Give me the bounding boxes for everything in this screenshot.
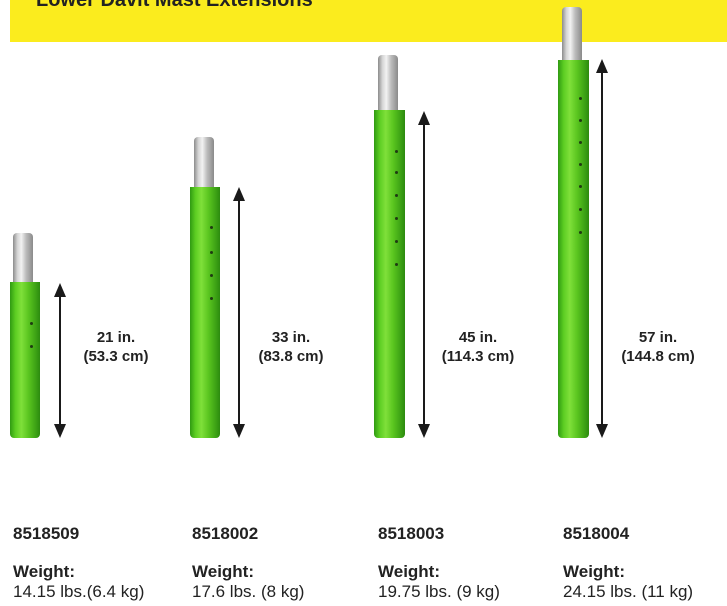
weight-label: Weight: [378,562,441,581]
length-label: 45 in. (114.3 cm) [428,328,528,366]
adjustment-hole [579,163,582,166]
dimension-arrow-down [418,424,430,438]
adjustment-hole [30,345,33,348]
adjustment-hole [395,263,398,266]
product-sku: 8518003 [378,524,445,543]
dimension-arrow-down [233,424,245,438]
length-in: 57 in. [638,329,678,346]
dimension-arrow-up [54,283,66,297]
adjustment-hole [210,251,213,254]
length-in: 21 in. [96,329,136,346]
length-cm: (114.3 cm) [441,348,515,365]
mast-pipe [562,7,582,61]
adjustment-hole [395,171,398,174]
length-cm: (53.3 cm) [83,348,149,365]
mast-tube [190,187,220,438]
adjustment-hole [395,194,398,197]
length-label: 21 in. (53.3 cm) [68,328,164,366]
adjustment-hole [210,274,213,277]
product-sku: 8518002 [192,524,259,543]
weight-label: Weight: [13,562,76,581]
dimension-line [423,123,425,426]
mast-pipe [194,137,214,188]
adjustment-hole [395,150,398,153]
page-title: Lower Davit Mast Extensions [36,0,313,11]
length-in: 45 in. [458,329,498,346]
dimension-arrow-down [54,424,66,438]
adjustment-hole [579,141,582,144]
length-cm: (144.8 cm) [621,348,695,365]
mast-tube [558,60,589,438]
weight-value: 14.15 lbs.(6.4 kg) [13,582,145,601]
mast-tube [10,282,40,438]
mast-pipe [13,233,33,283]
dimension-arrow-up [233,187,245,201]
dimension-line [601,71,603,426]
weight-label: Weight: [563,562,626,581]
dimension-arrow-up [418,111,430,125]
adjustment-hole [579,208,582,211]
length-label: 33 in. (83.8 cm) [243,328,339,366]
adjustment-hole [30,322,33,325]
adjustment-hole [579,97,582,100]
product-sku: 8518004 [563,524,630,543]
adjustment-hole [579,185,582,188]
length-label: 57 in. (144.8 cm) [608,328,708,366]
header-banner: Lower Davit Mast Extensions [10,0,727,42]
length-cm: (83.8 cm) [258,348,324,365]
adjustment-hole [395,240,398,243]
weight-value: 24.15 lbs. (11 kg) [563,582,694,601]
adjustment-hole [579,231,582,234]
adjustment-hole [210,226,213,229]
dimension-line [59,295,61,426]
weight-label: Weight: [192,562,255,581]
mast-pipe [378,55,398,111]
adjustment-hole [579,119,582,122]
dimension-arrow-down [596,424,608,438]
dimension-line [238,199,240,426]
adjustment-hole [210,297,213,300]
weight-value: 19.75 lbs. (9 kg) [378,582,500,601]
weight-value: 17.6 lbs. (8 kg) [192,582,305,601]
mast-tube [374,110,405,438]
dimension-arrow-up [596,59,608,73]
length-in: 33 in. [271,329,311,346]
product-sku: 8518509 [13,524,80,543]
adjustment-hole [395,217,398,220]
